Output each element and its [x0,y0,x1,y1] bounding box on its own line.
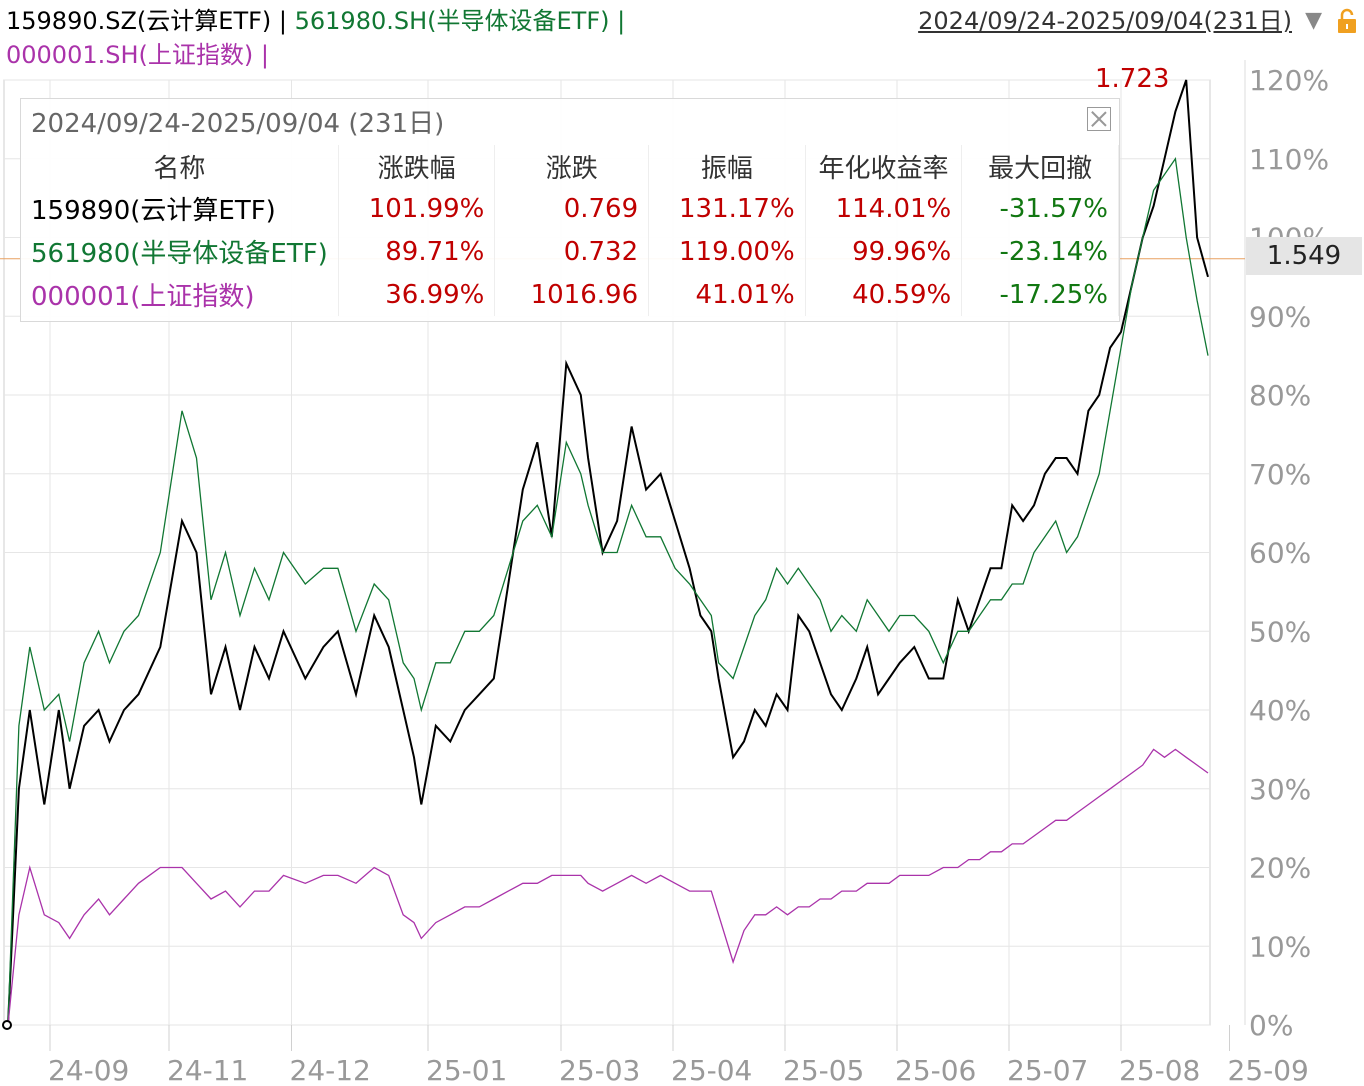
x-tick-label: 25-09 [1228,1054,1309,1086]
x-tick-label: 25-04 [671,1054,752,1086]
change-pct-cell: 36.99% [338,273,496,316]
amplitude-cell: 131.17% [648,187,806,230]
table-row[interactable]: 159890(云计算ETF) 101.99% 0.769 131.17% 114.01%… [21,187,1119,230]
change-cell: 0.769 [494,187,650,230]
max-drawdown-cell: -31.57% [961,187,1119,230]
date-range-selector[interactable]: 2024/09/24-2025/09/04(231日) [918,7,1292,35]
col-change-header: 涨跌 [494,145,650,187]
col-amplitude-header: 振幅 [648,145,806,187]
series-name-cell: 000001(上证指数) [21,273,339,316]
col-annualized-header: 年化收益率 [805,145,963,187]
legend-item-shanghai-index[interactable]: 000001.SH(上证指数) | [6,41,269,69]
change-pct-cell: 101.99% [338,187,496,230]
summary-title: 2024/09/24-2025/09/04 (231日) [31,109,445,139]
max-drawdown-cell: -17.25% [961,273,1119,316]
max-drawdown-cell: -23.14% [961,230,1119,273]
amplitude-cell: 41.01% [648,273,806,316]
lock-icon[interactable] [1336,8,1358,34]
current-price-tag: 1.549 [1246,237,1362,275]
series-name-cell: 561980(半导体设备ETF) [21,230,339,273]
table-row[interactable]: 561980(半导体设备ETF) 89.71% 0.732 119.00% 99.96%… [21,230,1119,273]
y-tick-label: 30% [1249,773,1311,806]
y-tick-label: 20% [1249,852,1311,885]
x-tick-label: 24-12 [290,1054,371,1086]
change-cell: 0.732 [494,230,650,273]
col-name-header: 名称 [21,145,339,187]
close-icon[interactable] [1087,107,1111,131]
col-drawdown-header: 最大回撤 [961,145,1119,187]
max-value-marker: 1.723 [1095,64,1170,94]
change-cell: 1016.96 [494,273,650,316]
x-tick-label: 25-06 [895,1054,976,1086]
series-name-cell: 159890(云计算ETF) [21,187,339,230]
y-tick-label: 60% [1249,537,1311,570]
col-change-pct-header: 涨跌幅 [338,145,496,187]
legend-item-semiconductor-etf[interactable]: 561980.SH(半导体设备ETF) | [294,7,626,35]
legend-line-1: 159890.SZ(云计算ETF) | 561980.SH(半导体设备ETF) … [6,6,625,36]
summary-panel: 2024/09/24-2025/09/04 (231日) 名称 涨跌幅 涨跌 振… [20,98,1120,322]
table-header-row: 名称 涨跌幅 涨跌 振幅 年化收益率 最大回撤 [21,145,1119,187]
y-tick-label: 70% [1249,458,1311,491]
series-line-2 [7,157,1209,1026]
annualized-cell: 114.01% [805,187,963,230]
annualized-cell: 40.59% [805,273,963,316]
y-tick-label: 110% [1249,143,1329,176]
amplitude-cell: 119.00% [648,230,806,273]
annualized-cell: 99.96% [805,230,963,273]
x-tick-label: 25-05 [783,1054,864,1086]
legend-item-cloud-etf[interactable]: 159890.SZ(云计算ETF) | [6,7,295,35]
series-line-3 [7,748,1209,1026]
y-tick-label: 10% [1249,930,1311,963]
y-tick-label: 0% [1249,1009,1293,1042]
y-tick-label: 90% [1249,300,1311,333]
x-tick-label: 25-08 [1119,1054,1200,1086]
change-pct-cell: 89.71% [338,230,496,273]
start-marker [2,1020,12,1030]
y-tick-label: 40% [1249,694,1311,727]
y-tick-label: 80% [1249,379,1311,412]
x-tick-label: 25-03 [559,1054,640,1086]
x-tick-label: 25-07 [1007,1054,1088,1086]
chevron-down-icon[interactable]: ▼ [1305,8,1322,33]
y-tick-label: 50% [1249,615,1311,648]
y-tick-label: 120% [1249,64,1329,97]
legend-line-2: 000001.SH(上证指数) | [6,40,269,70]
x-tick-label: 24-11 [167,1054,248,1086]
series-line-1 [7,79,1209,1026]
x-tick-label: 25-01 [426,1054,507,1086]
summary-table: 名称 涨跌幅 涨跌 振幅 年化收益率 最大回撤 159890(云计算ETF) 10… [21,145,1119,316]
x-tick-label: 24-09 [48,1054,129,1086]
table-row[interactable]: 000001(上证指数) 36.99% 1016.96 41.01% 40.59% -17… [21,273,1119,316]
